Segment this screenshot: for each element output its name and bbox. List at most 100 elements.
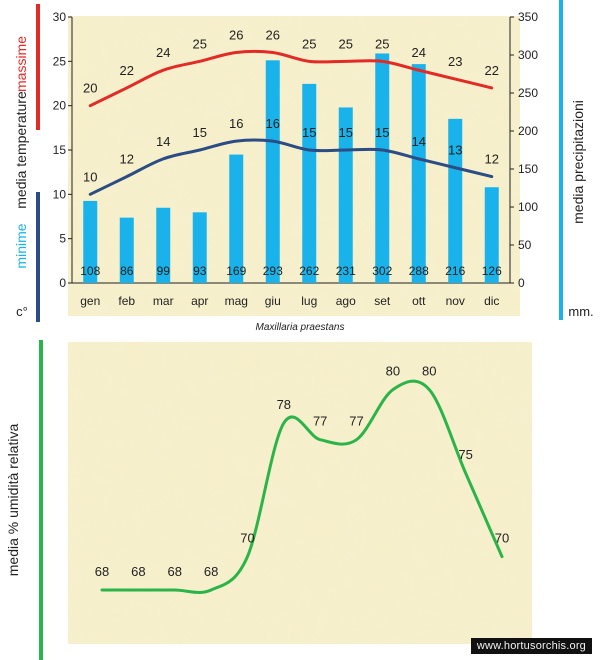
precipitation-bar (192, 212, 207, 283)
x-tick-label: lug (301, 294, 317, 308)
max-temperature-label: 25 (375, 36, 389, 51)
min-temperature-label: 15 (193, 125, 207, 140)
min-temperature-label: 10 (83, 169, 97, 184)
x-tick-label: giu (265, 294, 281, 308)
left-tick-label: 15 (53, 143, 67, 157)
x-tick-label: feb (118, 294, 135, 308)
x-tick-label: dic (484, 294, 499, 308)
humidity-value-label: 70 (240, 531, 254, 546)
humidity-line-layer: 68 68 68 68 70 78 77 77 80 80 75 70 (95, 364, 509, 594)
left-axis-label-mid: media temperature (13, 91, 29, 209)
min-temperature-label: 16 (229, 116, 243, 131)
left-tick-label: 30 (53, 10, 67, 24)
x-tick-label: gen (80, 294, 100, 308)
humidity-value-label: 68 (204, 564, 218, 579)
max-temperature-label: 25 (339, 36, 353, 51)
data-labels: 108 86 99 93 169 293 262 231 302 288 216 126 20 22 24 2… (80, 27, 502, 278)
min-temperature-label: 12 (485, 152, 499, 167)
min-temperature-label: 13 (448, 143, 462, 158)
precipitation-bar (411, 64, 426, 284)
precipitation-value-label: 86 (120, 264, 134, 278)
precipitation-bar (265, 60, 280, 283)
max-temperature-label: 24 (156, 45, 170, 60)
precipitation-value-label: 293 (263, 264, 283, 278)
precipitation-bar (119, 217, 134, 283)
min-temperature-label: 15 (302, 125, 316, 140)
species-caption: Maxillaria praestans (255, 322, 345, 333)
max-temperature-label: 20 (83, 81, 97, 96)
min-temperature-label: 14 (412, 134, 426, 149)
right-tick-label: 200 (518, 124, 538, 138)
max-temperature-label: 25 (193, 36, 207, 51)
precipitation-bar (302, 83, 317, 283)
precipitation-bar (229, 154, 244, 283)
humidity-value-label: 77 (349, 414, 363, 429)
humidity-value-label: 68 (131, 564, 145, 579)
x-tick-label: apr (191, 294, 208, 308)
humidity-value-label: 70 (495, 531, 509, 546)
min-temperature-label: 15 (375, 125, 389, 140)
x-tick-label: mar (153, 294, 174, 308)
right-tick-label: 100 (518, 200, 538, 214)
right-tick-label: 300 (518, 48, 538, 62)
left-tick-label: 5 (59, 232, 66, 246)
precipitation-value-label: 169 (226, 264, 246, 278)
x-tick-label: nov (446, 294, 465, 308)
left-tick-label: 10 (53, 187, 67, 201)
precipitation-value-label: 93 (193, 264, 207, 278)
min-temperature-label: 12 (120, 152, 134, 167)
right-axis-label: media precipitazioni (570, 100, 586, 224)
x-tick-label: set (374, 294, 391, 308)
precipitation-value-label: 288 (409, 264, 429, 278)
max-temperature-label: 26 (266, 27, 280, 42)
left-tick-label: 0 (59, 276, 66, 290)
humidity-value-label: 68 (95, 564, 109, 579)
left-axis-label-min: minime (13, 223, 29, 268)
left-axis-label-max: massime (13, 36, 29, 92)
humidity-axis-label: media % umidità relativa (5, 424, 21, 577)
min-temperature-label: 14 (156, 134, 170, 149)
humidity-value-label: 80 (422, 364, 436, 379)
precipitation-value-label: 108 (80, 264, 100, 278)
left-tick-label: 20 (53, 99, 67, 113)
precipitation-bar (375, 53, 390, 284)
max-temperature-line (88, 49, 494, 108)
max-temperature-label: 26 (229, 27, 243, 42)
precipitation-value-label: 262 (299, 264, 319, 278)
temperature-lines (88, 49, 494, 196)
right-tick-label: 250 (518, 86, 538, 100)
left-axis-ticks: 0 5 10 15 20 25 30 (53, 10, 72, 290)
max-temperature-label: 22 (120, 63, 134, 78)
x-tick-label: mag (225, 294, 248, 308)
precipitation-bars (83, 53, 499, 284)
precipitation-value-label: 126 (482, 264, 502, 278)
humidity-value-label: 75 (458, 447, 472, 462)
precipitation-value-label: 231 (336, 264, 356, 278)
left-tick-label: 25 (53, 54, 67, 68)
precipitation-bar (448, 118, 463, 283)
precipitation-value-label: 99 (157, 264, 171, 278)
right-tick-label: 350 (518, 10, 538, 24)
precipitation-bar (156, 207, 171, 283)
humidity-value-label: 78 (277, 397, 291, 412)
humidity-value-label: 77 (313, 414, 327, 429)
x-axis-ticks: gen feb mar apr mag giu lug ago set ott nov dic (80, 294, 499, 308)
humidity-value-label: 68 (167, 564, 181, 579)
right-axis-ticks: 0 50 100 150 200 250 300 350 (510, 10, 538, 290)
max-temperature-label: 22 (485, 63, 499, 78)
left-axis-unit: c° (16, 304, 28, 319)
min-temperature-line (88, 138, 494, 196)
min-temperature-label: 16 (266, 116, 280, 131)
x-tick-label: ott (412, 294, 426, 308)
x-tick-label: ago (336, 294, 356, 308)
precipitation-bar (83, 200, 98, 283)
right-tick-label: 0 (518, 276, 525, 290)
humidity-value-label: 80 (386, 364, 400, 379)
max-temperature-label: 24 (412, 45, 426, 60)
right-axis-unit: mm. (568, 304, 593, 319)
site-watermark: www.hortusorchis.org (470, 638, 592, 654)
max-temperature-label: 23 (448, 54, 462, 69)
min-temperature-label: 15 (339, 125, 353, 140)
max-temperature-label: 25 (302, 36, 316, 51)
